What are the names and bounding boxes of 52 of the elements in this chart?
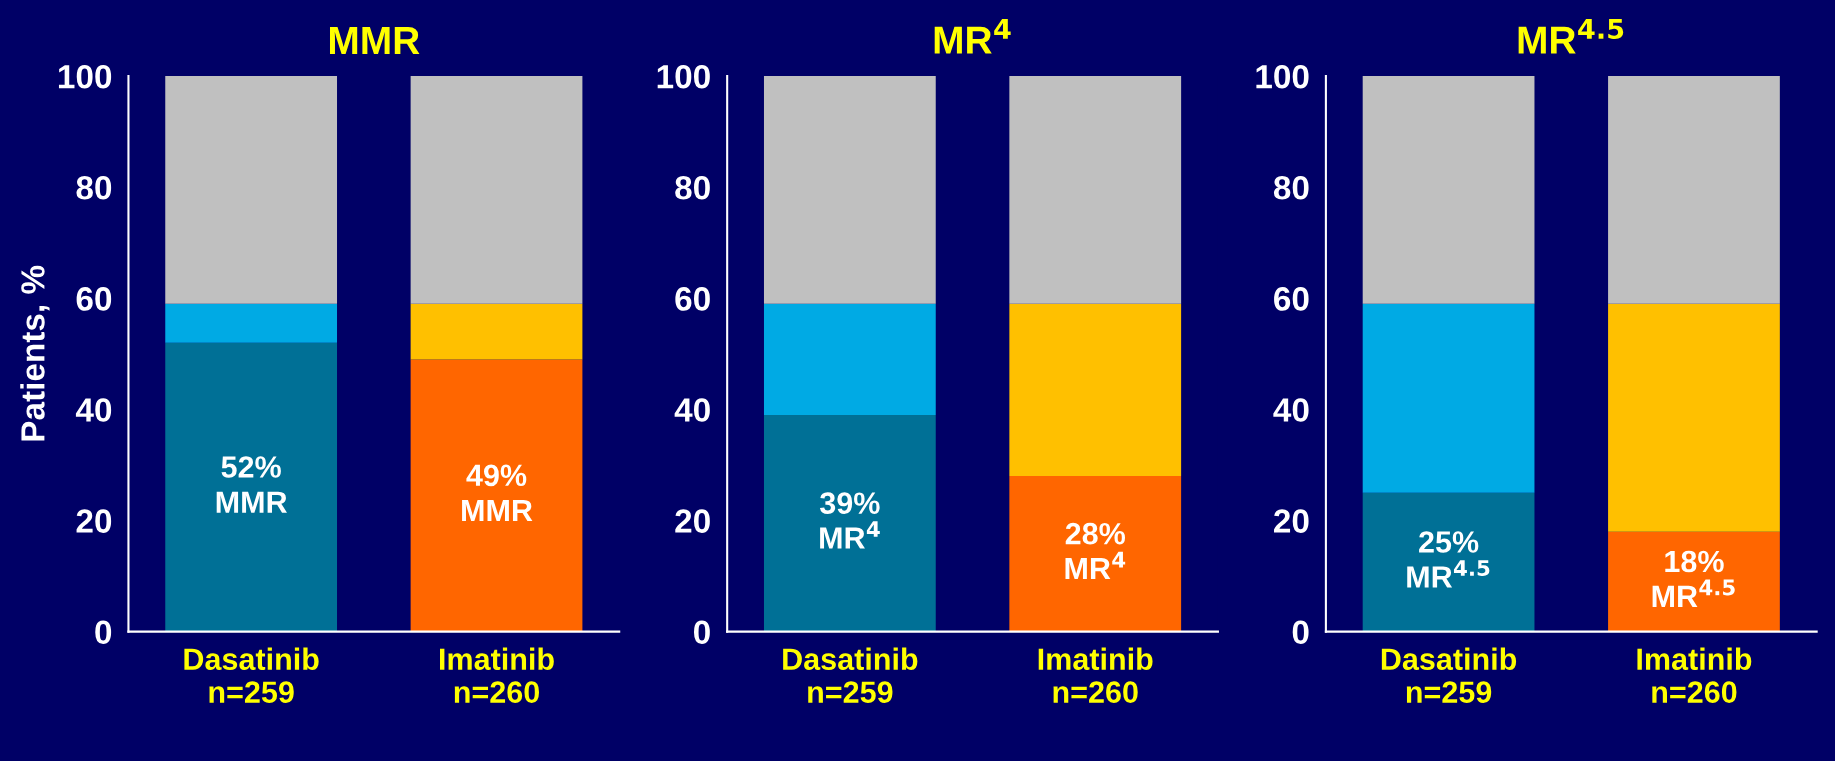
y-tick-label: 60 bbox=[76, 287, 112, 311]
bar bbox=[1608, 531, 1780, 632]
bar bbox=[1608, 76, 1780, 304]
y-tick-label: 80 bbox=[675, 176, 710, 200]
x-tick-label: Dasatinib n=259 bbox=[1381, 647, 1517, 703]
bar bbox=[1608, 303, 1780, 532]
y-tick-label: 40 bbox=[75, 398, 112, 422]
bar bbox=[1009, 476, 1182, 632]
bar bbox=[1362, 303, 1535, 493]
chart-title: MR$^{4}$ bbox=[934, 18, 1011, 54]
data-label: 39% MR$^{4}$ bbox=[819, 492, 880, 549]
data-label: 49% MMR bbox=[462, 464, 533, 521]
bar bbox=[410, 359, 583, 632]
y-tick-label: 60 bbox=[675, 287, 710, 311]
x-tick-label: Imatinib n=260 bbox=[440, 647, 554, 703]
y-tick-label: 100 bbox=[1256, 64, 1309, 89]
data-label: 25% MR$^{4.5}$ bbox=[1407, 531, 1490, 588]
bar bbox=[410, 303, 583, 360]
x-tick-label: Dasatinib n=259 bbox=[783, 647, 918, 703]
y-tick-label: 40 bbox=[674, 398, 710, 422]
y-tick-label: 20 bbox=[76, 509, 112, 533]
data-label: 52% MMR bbox=[216, 456, 287, 513]
x-tick-label: Imatinib n=260 bbox=[1637, 647, 1752, 703]
bar bbox=[1009, 303, 1182, 477]
x-tick-label: Imatinib n=260 bbox=[1038, 647, 1153, 703]
y-tick-label: 80 bbox=[1273, 176, 1309, 200]
y-tick-label: 0 bbox=[693, 620, 710, 645]
bar bbox=[763, 76, 936, 304]
bar bbox=[165, 76, 338, 304]
y-tick-label: 60 bbox=[1274, 287, 1309, 311]
data-label: 28% MR$^{4}$ bbox=[1065, 522, 1126, 580]
y-axis-title: Patients, % bbox=[20, 265, 50, 441]
chart-title: MR$^{4.5}$ bbox=[1518, 18, 1624, 54]
y-tick-label: 0 bbox=[95, 620, 112, 645]
y-tick-label: 40 bbox=[1273, 398, 1309, 422]
bar bbox=[165, 342, 338, 632]
y-tick-label: 20 bbox=[1274, 509, 1309, 533]
y-tick-label: 0 bbox=[1292, 620, 1309, 645]
y-tick-label: 20 bbox=[675, 509, 710, 533]
bar bbox=[410, 76, 583, 304]
y-tick-label: 100 bbox=[657, 64, 710, 89]
bar bbox=[763, 414, 936, 632]
y-tick-label: 80 bbox=[76, 176, 112, 200]
bar bbox=[1009, 76, 1182, 304]
bar bbox=[1362, 492, 1535, 632]
y-tick-label: 100 bbox=[58, 64, 112, 89]
data-label: 18% MR$^{4.5}$ bbox=[1652, 550, 1735, 607]
chart-title: MMR bbox=[329, 27, 420, 54]
bar bbox=[165, 303, 338, 343]
bar bbox=[763, 303, 936, 415]
x-tick-label: Dasatinib n=259 bbox=[184, 647, 319, 703]
bar bbox=[1362, 76, 1535, 304]
